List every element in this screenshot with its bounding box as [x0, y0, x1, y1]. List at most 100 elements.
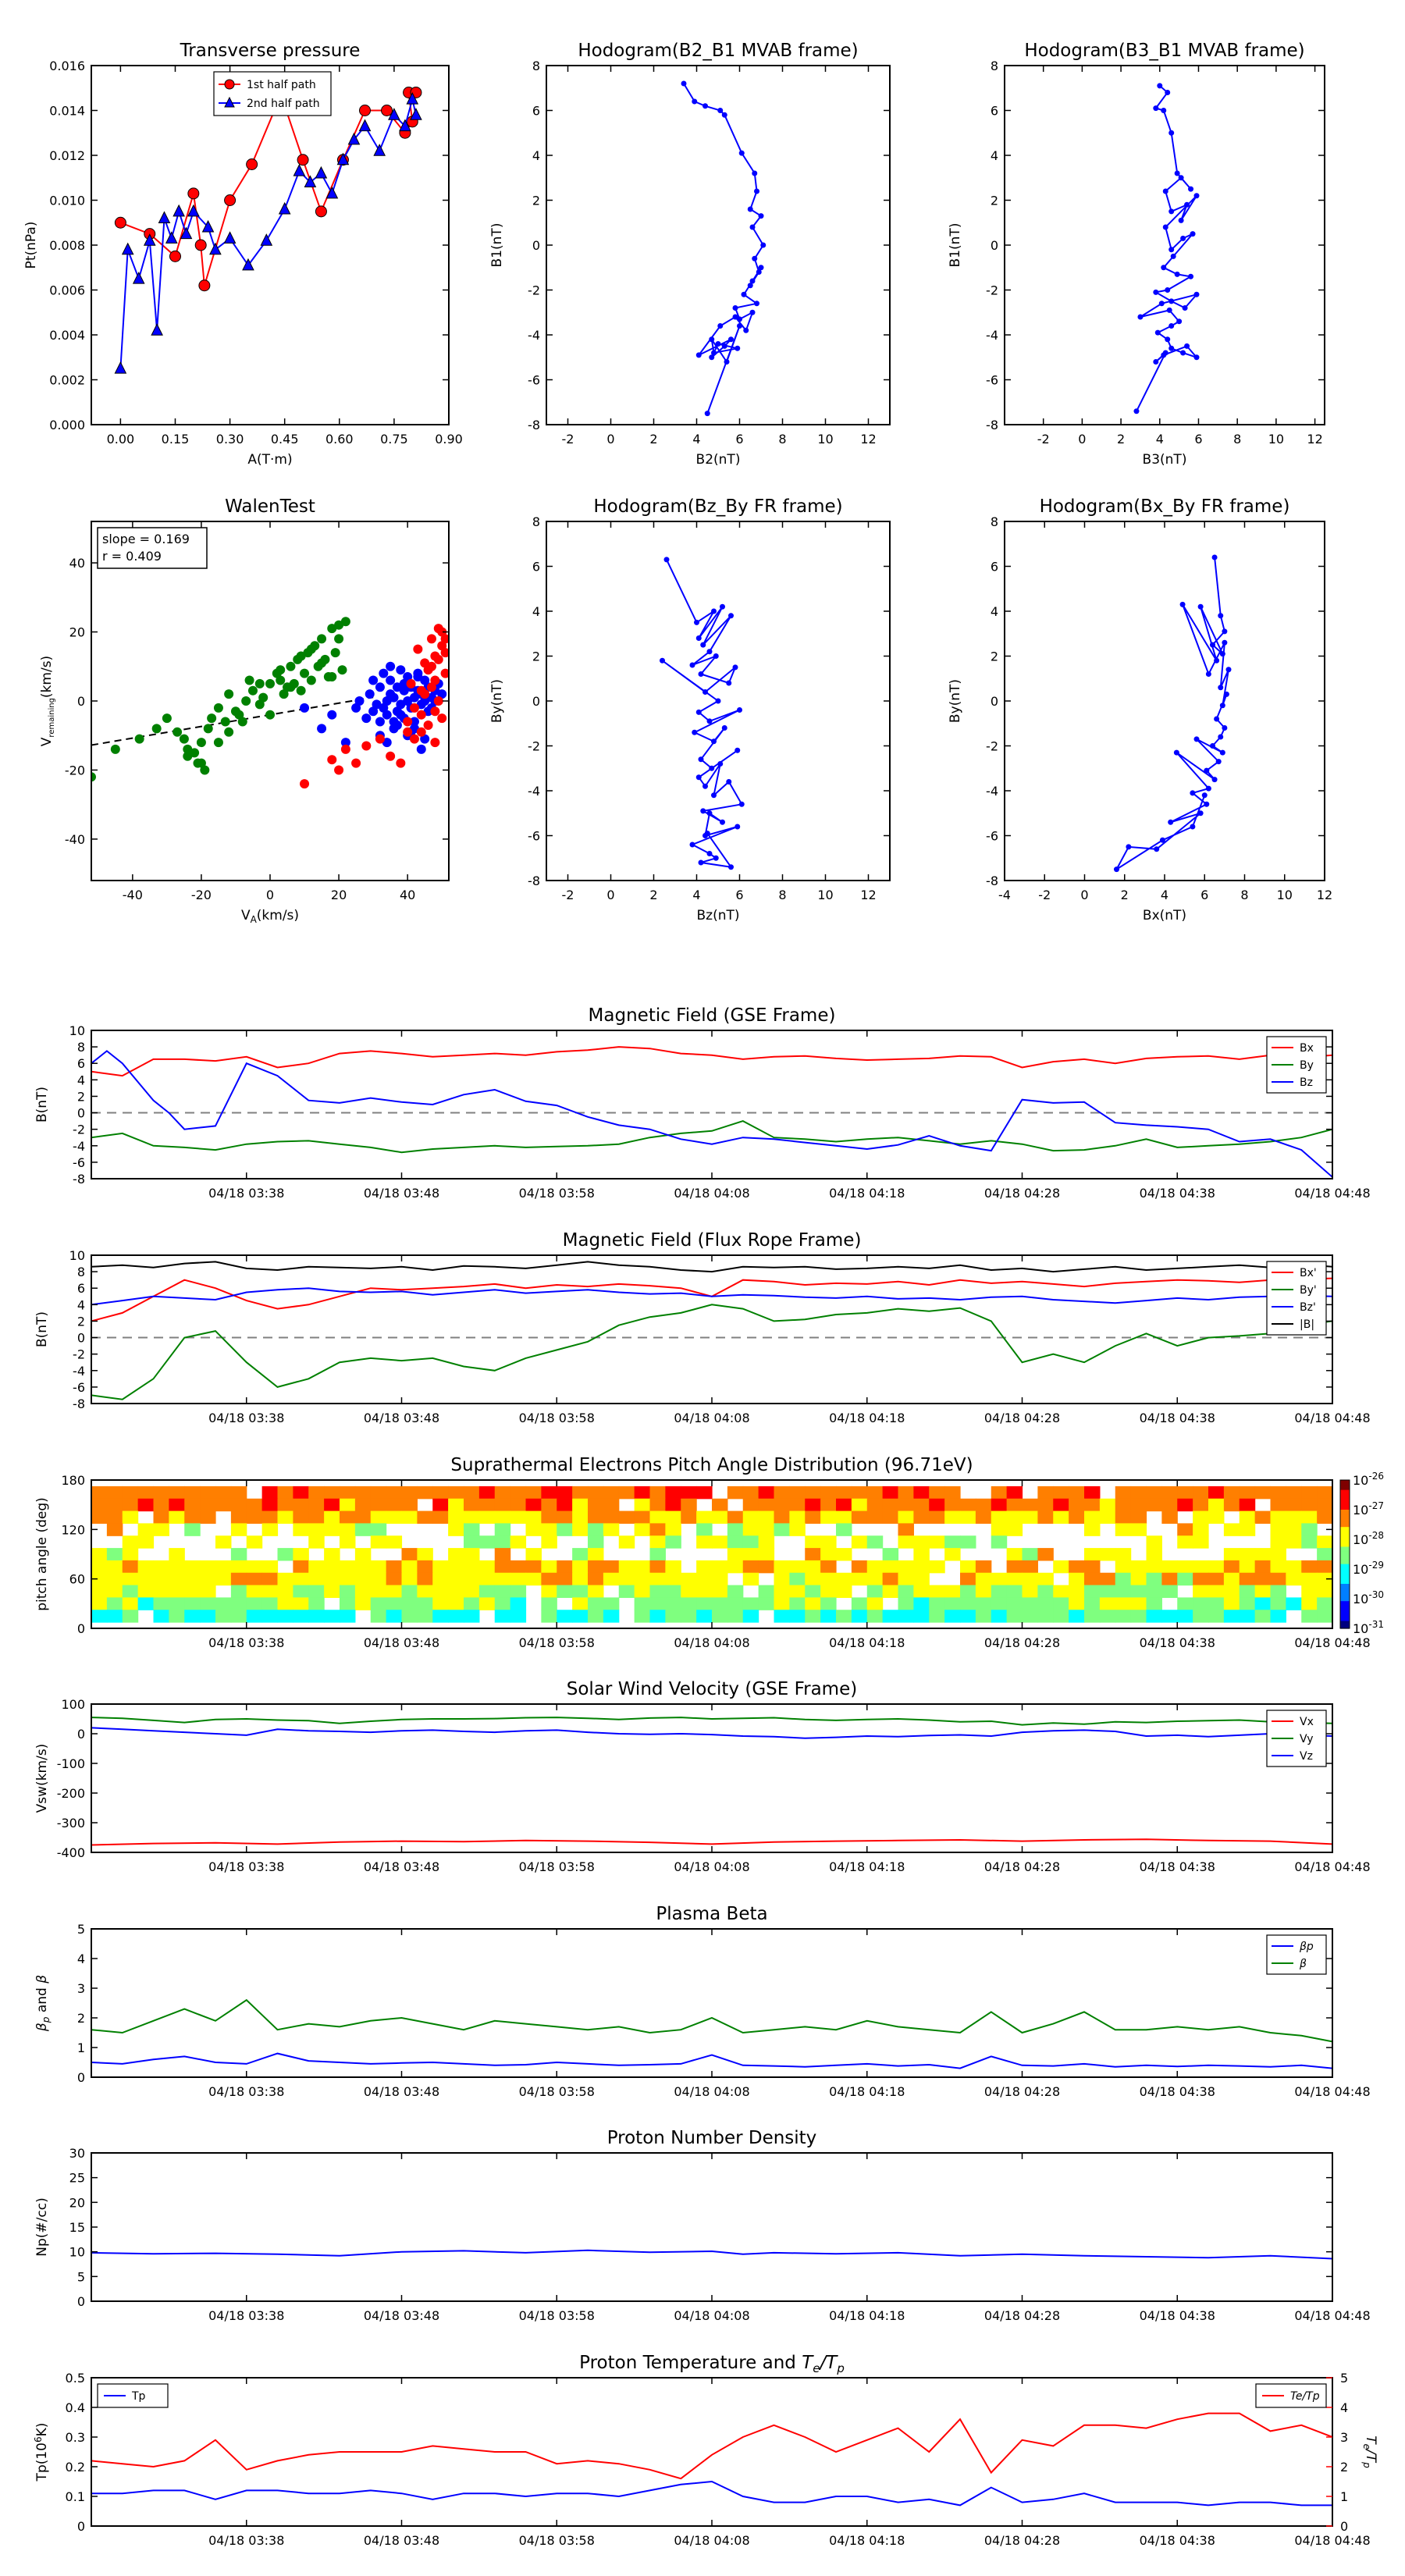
heatmap-cell	[370, 1535, 387, 1549]
data-point	[1222, 639, 1228, 646]
heatmap-cell	[1193, 1560, 1209, 1574]
y-tick-label: 5	[77, 1922, 85, 1937]
heatmap-cell	[525, 1523, 542, 1536]
data-point	[1159, 837, 1165, 843]
heatmap-cell	[293, 1597, 309, 1610]
heatmap-cell	[106, 1585, 123, 1599]
heatmap-cell	[1270, 1560, 1286, 1574]
colorbar-segment	[1340, 1517, 1350, 1521]
heatmap-cell	[464, 1510, 480, 1525]
data-point	[293, 164, 306, 176]
x-tick-label: 04/18 03:48	[364, 2533, 439, 2548]
data-point	[327, 755, 337, 765]
heatmap-cell	[882, 1610, 899, 1623]
heatmap-cell	[882, 1548, 899, 1561]
data-point	[187, 204, 200, 217]
data-point	[276, 675, 286, 685]
heatmap-cell	[618, 1485, 635, 1500]
heatmap-cell	[153, 1485, 169, 1500]
chart-title: Suprathermal Electrons Pitch Angle Distr…	[450, 1455, 973, 1475]
data-point	[1214, 716, 1220, 722]
data-point	[416, 710, 426, 720]
heatmap-cell	[478, 1572, 496, 1586]
x-tick-label: 04/18 04:08	[674, 1635, 749, 1650]
x-tick-label: 04/18 04:08	[674, 1859, 749, 1874]
data-point	[1165, 287, 1171, 293]
data-point	[158, 211, 171, 223]
data-point	[351, 758, 361, 768]
heatmap-cell	[308, 1572, 325, 1586]
heatmap-cell	[774, 1510, 790, 1525]
data-point	[700, 642, 706, 648]
heatmap-cell	[898, 1610, 914, 1623]
heatmap-cell	[1208, 1572, 1225, 1586]
plot-area-pad	[91, 1485, 1332, 1623]
heatmap-cell	[277, 1485, 293, 1500]
heatmap-cell	[448, 1610, 464, 1623]
heatmap-cell	[432, 1572, 449, 1586]
y-tick-label: 0.002	[49, 373, 85, 388]
data-point	[420, 734, 430, 744]
heatmap-cell	[417, 1510, 433, 1525]
data-point	[1168, 247, 1175, 253]
data-point	[334, 634, 344, 644]
legend-label: Bz'	[1300, 1301, 1316, 1314]
heatmap-cell	[649, 1510, 666, 1525]
heatmap-cell	[293, 1572, 309, 1586]
y-tick-label: 100	[61, 1697, 85, 1712]
y2-tick-label: 2	[1340, 2460, 1348, 2475]
heatmap-cell	[386, 1572, 403, 1586]
heatmap-cell	[866, 1610, 884, 1623]
data-point	[735, 345, 741, 351]
y2-tick-label: 1	[1340, 2489, 1348, 2504]
data-point	[726, 779, 732, 785]
heatmap-cell	[727, 1610, 744, 1623]
colorbar-segment	[1340, 1557, 1350, 1560]
heatmap-cell	[1037, 1610, 1054, 1623]
heatmap-cell	[991, 1585, 1008, 1599]
heatmap-cell	[1193, 1498, 1209, 1512]
data-point	[433, 696, 443, 706]
heatmap-cell	[1223, 1560, 1240, 1574]
x-tick-label: 04/18 03:48	[364, 2084, 439, 2099]
data-point	[224, 689, 234, 699]
data-point	[738, 150, 745, 156]
series-line-Bz'	[91, 1287, 1332, 1306]
heatmap-cell	[991, 1510, 1008, 1525]
data-point	[741, 291, 747, 297]
heatmap-cell	[106, 1560, 123, 1574]
heatmap-cell	[665, 1585, 681, 1599]
heatmap-cell	[1084, 1510, 1101, 1525]
data-point	[1166, 307, 1172, 313]
y-tick-label: -6	[73, 1155, 85, 1170]
heatmap-cell	[184, 1572, 201, 1586]
data-point	[1180, 350, 1186, 356]
series-line-0	[683, 83, 764, 414]
heatmap-cell	[1239, 1597, 1256, 1610]
heatmap-cell	[1069, 1485, 1085, 1500]
y-tick-label: 5	[77, 2269, 85, 2284]
heatmap-cell	[1317, 1560, 1332, 1574]
y-tick-label: 6	[77, 1281, 85, 1296]
x-tick-label: 04/18 04:38	[1140, 1186, 1215, 1201]
heatmap-cell	[1069, 1585, 1085, 1599]
heatmap-cell	[432, 1498, 449, 1512]
x-tick-label: 10	[817, 432, 833, 447]
data-point	[1174, 170, 1180, 176]
data-point	[756, 269, 762, 275]
data-point	[1168, 323, 1175, 329]
heatmap-cell	[1146, 1548, 1162, 1561]
heatmap-cell	[1193, 1535, 1209, 1549]
data-point	[706, 810, 713, 817]
y-axis-label: By(nT)	[948, 679, 963, 723]
heatmap-cell	[975, 1585, 992, 1599]
x-tick-label: 04/18 03:48	[364, 1635, 439, 1650]
heatmap-cell	[1177, 1498, 1193, 1512]
data-point	[265, 710, 275, 720]
heatmap-cell	[742, 1548, 759, 1561]
heatmap-cell	[494, 1585, 511, 1599]
data-point	[198, 279, 211, 292]
heatmap-cell	[1254, 1572, 1272, 1586]
heatmap-cell	[246, 1498, 263, 1512]
heatmap-cell	[742, 1610, 759, 1623]
